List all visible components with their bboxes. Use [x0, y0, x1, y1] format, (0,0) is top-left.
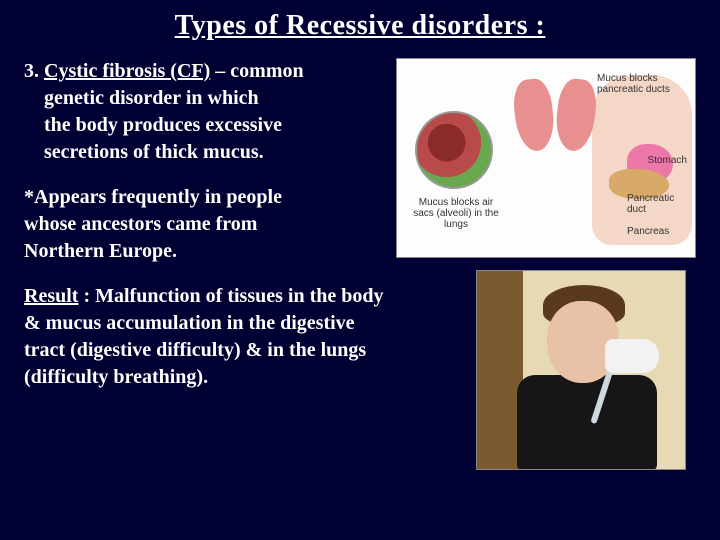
result-rest: : Malfunction of tissues in the body & m… — [24, 285, 383, 388]
paragraph-definition: 3. Cystic fibrosis (CF) – common genetic… — [24, 58, 384, 166]
patient-photo — [476, 270, 686, 470]
result-lead: Result — [24, 285, 78, 307]
disorder-name: Cystic fibrosis (CF) — [44, 60, 210, 82]
alveoli-label: Mucus blocks air sacs (alveoli) in the l… — [411, 197, 501, 230]
appears-line2: whose ancestors came from — [24, 213, 257, 235]
alveoli-zoom-shape — [415, 111, 493, 189]
slide-title: Types of Recessive disorders : — [24, 10, 696, 42]
text-column: 3. Cystic fibrosis (CF) – common genetic… — [24, 58, 384, 470]
def-line4: secretions of thick mucus. — [24, 141, 264, 163]
pancreas-label: Pancreatic duct Pancreas — [627, 193, 687, 237]
lung-left-shape — [511, 77, 556, 153]
stomach-label: Stomach — [648, 155, 687, 166]
appears-line1: *Appears frequently in people — [24, 186, 282, 208]
panc-duct-label: Pancreatic duct — [627, 193, 674, 215]
image-column: Mucus blocks air sacs (alveoli) in the l… — [394, 58, 696, 470]
vest-shape — [517, 375, 657, 470]
appears-line3: Northern Europe. — [24, 240, 177, 262]
slide: Types of Recessive disorders : 3. Cystic… — [0, 0, 720, 540]
mucus-label: Mucus blocks pancreatic ducts — [597, 73, 687, 95]
def-rest: – common — [210, 60, 303, 82]
medical-diagram: Mucus blocks air sacs (alveoli) in the l… — [396, 58, 696, 258]
content-row: 3. Cystic fibrosis (CF) – common genetic… — [24, 58, 696, 470]
nebulizer-shape — [605, 339, 659, 373]
panc-label: Pancreas — [627, 226, 669, 237]
def-line2: genetic disorder in which — [24, 87, 259, 109]
def-line3: the body produces excessive — [24, 114, 282, 136]
paragraph-appears: *Appears frequently in people whose ance… — [24, 184, 384, 265]
list-number: 3. — [24, 60, 39, 82]
paragraph-result: Result : Malfunction of tissues in the b… — [24, 283, 384, 391]
